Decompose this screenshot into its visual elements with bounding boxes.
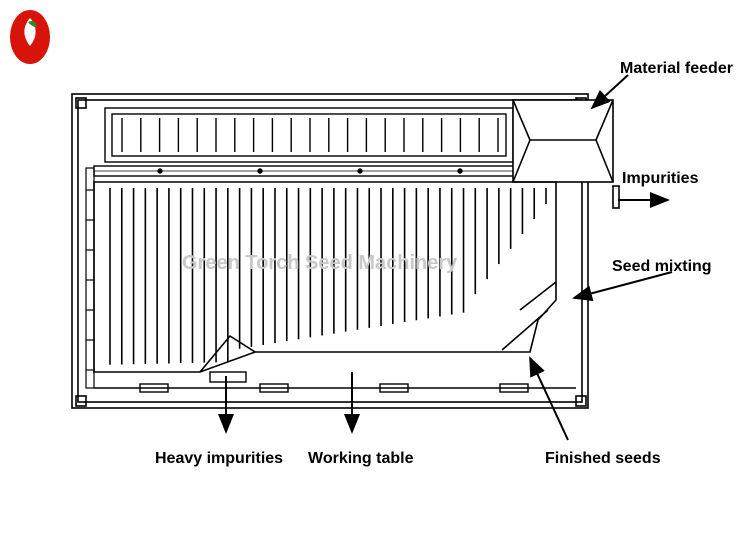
upper-housing <box>94 108 574 176</box>
label-seed-mixting: Seed mixting <box>612 258 712 276</box>
material-feeder-box <box>513 100 619 208</box>
label-material-feeder: Material feeder <box>620 60 733 78</box>
label-finished-seeds: Finished seeds <box>545 450 661 468</box>
arrow-finished_seeds <box>530 358 568 440</box>
label-impurities: Impurities <box>622 170 698 188</box>
outer-frame <box>72 94 588 408</box>
working-table-outline <box>94 182 556 372</box>
bottom-rail <box>94 372 576 392</box>
label-working-table: Working table <box>308 450 414 468</box>
left-rail <box>86 168 94 388</box>
label-heavy-impurities: Heavy impurities <box>155 450 283 468</box>
